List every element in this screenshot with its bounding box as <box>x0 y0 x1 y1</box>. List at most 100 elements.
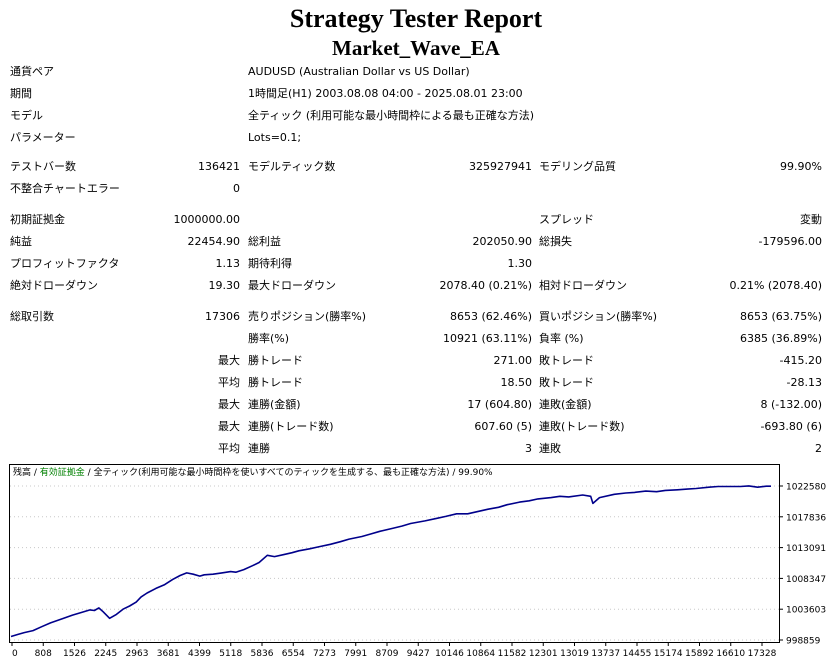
ticks-value: 325927941 <box>469 160 532 173</box>
y-tick-label: 1022580 <box>786 483 826 493</box>
short-label: 売りポジション(勝率%) <box>248 310 367 323</box>
params-value: Lots=0.1; <box>248 131 302 144</box>
stats-row-drawdown: 絶対ドローダウン 19.30 最大ドローダウン 2078.40 (0.21%) … <box>0 276 832 296</box>
x-tick-label: 7273 <box>313 649 336 658</box>
model-value: 全ティック (利用可能な最小時間枠による最も正確な方法) <box>248 109 535 122</box>
x-tick-label: 1526 <box>63 649 86 658</box>
symbol-value: AUDUSD (Australian Dollar vs US Dollar) <box>248 65 470 78</box>
stats-row-consec-count: 最大 連勝(トレード数) 607.60 (5) 連敗(トレード数) -693.8… <box>0 417 832 437</box>
expected-label: 期待利得 <box>248 257 292 270</box>
consec-wins-amount-value: 17 (604.80) <box>467 398 532 411</box>
abs-dd-label: 絶対ドローダウン <box>10 279 98 292</box>
deposit-value: 1000000.00 <box>173 213 240 226</box>
plot-frame <box>9 464 780 643</box>
y-tick-label: 1013091 <box>786 544 826 554</box>
stats-row-consec-amount: 最大 連勝(金額) 17 (604.80) 連敗(金額) 8 (-132.00) <box>0 395 832 415</box>
consec-losses-amount-value: 8 (-132.00) <box>760 398 822 411</box>
x-tick-label: 4399 <box>188 649 211 658</box>
mismatch-value: 0 <box>233 182 240 195</box>
bars-label: テストバー数 <box>10 160 76 173</box>
legend-balance: 残高 <box>13 466 31 478</box>
bars-value: 136421 <box>198 160 240 173</box>
grid <box>10 485 779 641</box>
avg-win-label: 勝トレード <box>248 376 303 389</box>
long-value: 8653 (63.75%) <box>739 310 822 323</box>
avg-win-value: 18.50 <box>500 376 533 389</box>
consec-losses-count-value: -693.80 (6) <box>760 420 822 433</box>
consec-losses-count-label: 連敗(トレード数) <box>539 420 625 433</box>
short-value: 8653 (62.46%) <box>449 310 532 323</box>
max-dd-value: 2078.40 (0.21%) <box>439 279 532 292</box>
rel-dd-value: 0.21% (2078.40) <box>729 279 822 292</box>
legend-model: 全ティック(利用可能な最小時間枠を使いすべてのティックを生成する、最も正確な方法… <box>94 466 450 478</box>
abs-dd-value: 19.30 <box>208 279 241 292</box>
max-dd-label: 最大ドローダウン <box>248 279 336 292</box>
largest-win-value: 271.00 <box>493 354 533 367</box>
stats-row-net: 純益 22454.90 総利益 202050.90 総損失 -179596.00 <box>0 232 832 252</box>
info-row-params: パラメーター Lots=0.1; <box>0 128 832 148</box>
x-tick-label: 15892 <box>685 649 714 658</box>
net-value: 22454.90 <box>187 235 241 248</box>
x-axis: 0 808 1526 2245 2963 3681 4399 5118 5836 6554 7273… <box>11 642 777 658</box>
rel-dd-label: 相対ドローダウン <box>539 279 627 292</box>
avg-consec-losses-value: 2 <box>815 442 822 455</box>
stats-row-mismatch: 不整合チャートエラー 0 <box>0 179 832 199</box>
y-tick-label: 1008347 <box>786 575 826 585</box>
legend-sep-3: / <box>450 468 459 478</box>
consec-wins-count-label: 連勝(トレード数) <box>248 420 334 433</box>
x-tick-label: 808 <box>35 649 52 658</box>
x-tick-label: 11582 <box>498 649 527 658</box>
max-consec-amount-label: 最大 <box>218 398 240 411</box>
avg-loss-label: 敗トレード <box>539 376 594 389</box>
x-tick-label: 7991 <box>344 649 367 658</box>
x-tick-label: 17328 <box>748 649 777 658</box>
long-label: 買いポジション(勝率%) <box>539 310 658 323</box>
largest-label: 最大 <box>218 354 240 367</box>
stats-row-average: 平均 勝トレード 18.50 敗トレード -28.13 <box>0 373 832 393</box>
x-tick-label: 13737 <box>591 649 620 658</box>
avg-loss-value: -28.13 <box>786 376 822 389</box>
average-label: 平均 <box>218 376 240 389</box>
x-tick-label: 10864 <box>466 649 495 658</box>
stats-row-avg-consec: 平均 連勝 3 連敗 2 <box>0 439 832 459</box>
info-row-symbol: 通貨ペア AUDUSD (Australian Dollar vs US Dol… <box>0 62 832 82</box>
total-trades-value: 17306 <box>205 310 240 323</box>
x-tick-label: 10146 <box>435 649 464 658</box>
gross-profit-label: 総利益 <box>248 235 281 248</box>
stats-row-largest: 最大 勝トレード 271.00 敗トレード -415.20 <box>0 351 832 371</box>
x-tick-label: 15174 <box>654 649 683 658</box>
largest-loss-value: -415.20 <box>779 354 822 367</box>
consec-wins-amount-label: 連勝(金額) <box>248 398 301 411</box>
largest-win-label: 勝トレード <box>248 354 303 367</box>
gross-loss-value: -179596.00 <box>758 235 822 248</box>
avg-consec-losses-label: 連敗 <box>539 442 561 455</box>
avg-consec-label: 平均 <box>218 442 240 455</box>
quality-value: 99.90% <box>780 160 822 173</box>
report-title: Strategy Tester Report <box>289 4 543 33</box>
spread-label: スプレッド <box>539 213 594 226</box>
stats-row-bars: テストバー数 136421 モデルティック数 325927941 モデリング品質… <box>0 157 832 177</box>
x-tick-label: 0 <box>12 649 18 658</box>
legend-sep-1: / <box>31 468 40 478</box>
y-tick-label: 998859 <box>786 637 821 647</box>
x-tick-label: 12301 <box>529 649 558 658</box>
avg-consec-wins-label: 連勝 <box>248 442 270 455</box>
x-tick-label: 5118 <box>219 649 242 658</box>
ticks-label: モデルティック数 <box>248 160 336 173</box>
period-value: 1時間足(H1) 2003.08.08 04:00 - 2025.08.01 2… <box>248 87 523 100</box>
symbol-label: 通貨ペア <box>10 65 54 78</box>
balance-chart-svg: 1022580 1017836 1013091 1008347 1003603 99885… <box>9 464 826 658</box>
info-row-model: モデル 全ティック (利用可能な最小時間枠による最も正確な方法) <box>0 106 832 126</box>
gross-loss-label: 総損失 <box>539 235 572 248</box>
legend-quality: 99.90% <box>458 468 493 478</box>
info-row-period: 期間 1時間足(H1) 2003.08.08 04:00 - 2025.08.0… <box>0 84 832 104</box>
x-tick-label: 16610 <box>716 649 745 658</box>
balance-series-line <box>10 485 771 638</box>
period-label: 期間 <box>10 87 32 100</box>
pf-label: プロフィットファクタ <box>10 257 120 270</box>
expected-value: 1.30 <box>507 257 533 270</box>
legend-sep-2: / <box>85 468 94 478</box>
x-tick-label: 2963 <box>126 649 149 658</box>
loss-value: 6385 (36.89%) <box>739 332 822 345</box>
model-label: モデル <box>10 109 43 122</box>
